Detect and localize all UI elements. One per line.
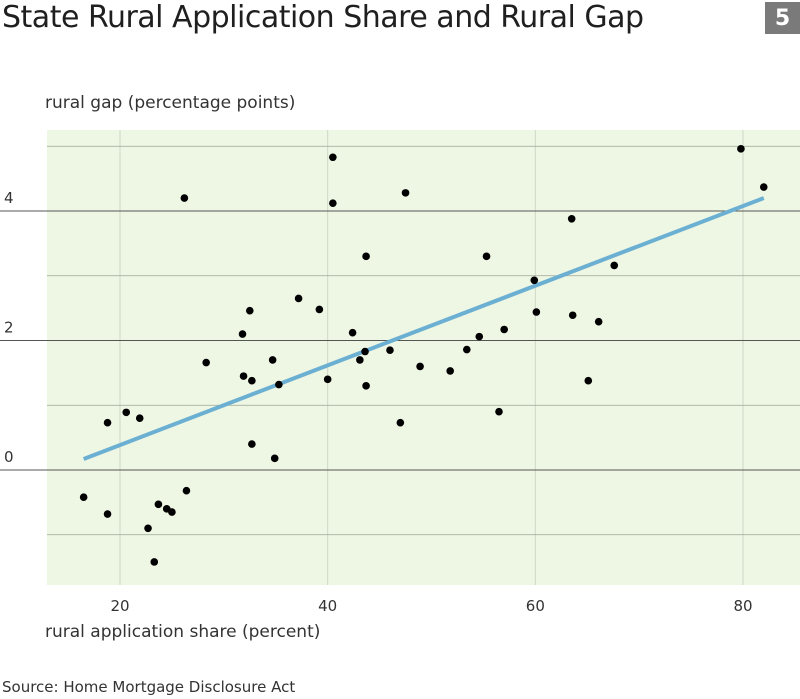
data-point xyxy=(500,325,508,334)
data-point xyxy=(79,493,88,501)
data-point xyxy=(268,356,277,364)
data-point xyxy=(182,486,191,495)
data-point xyxy=(150,558,159,566)
data-point xyxy=(248,440,256,448)
data-point xyxy=(737,145,745,153)
data-point xyxy=(401,189,410,197)
x-tick-label: 20 xyxy=(110,597,129,615)
data-point xyxy=(584,376,593,385)
data-point xyxy=(329,153,337,162)
data-point xyxy=(168,508,176,516)
data-point xyxy=(135,414,144,423)
data-point xyxy=(610,261,619,270)
figure-number-badge: 5 xyxy=(765,2,800,34)
data-point xyxy=(361,347,369,356)
data-point xyxy=(103,418,112,427)
trend-line xyxy=(82,196,765,461)
data-point xyxy=(202,358,210,367)
data-point xyxy=(362,382,370,390)
data-point xyxy=(154,500,163,509)
x-axis-label: rural application share (percent) xyxy=(45,622,321,642)
source-note: Source: Home Mortgage Disclosure Act xyxy=(2,678,296,696)
data-point xyxy=(294,294,303,303)
data-point xyxy=(144,524,152,533)
plot-area-background xyxy=(47,130,800,585)
data-point xyxy=(275,380,283,389)
data-point xyxy=(530,276,539,285)
data-point xyxy=(759,183,768,191)
data-point xyxy=(180,194,189,202)
x-tick-label: 80 xyxy=(733,597,752,615)
data-point xyxy=(568,311,577,320)
data-point xyxy=(446,367,454,375)
x-tick-label: 40 xyxy=(318,597,337,615)
data-point xyxy=(396,418,405,427)
data-point xyxy=(356,356,364,364)
data-point xyxy=(416,362,424,371)
y-tick-label: 0 xyxy=(4,448,14,466)
data-point xyxy=(329,199,337,208)
data-point xyxy=(239,372,248,380)
chart-title: State Rural Application Share and Rural … xyxy=(2,0,644,35)
data-point xyxy=(323,375,332,384)
data-point xyxy=(362,252,370,261)
data-point xyxy=(245,306,254,315)
data-point xyxy=(482,252,491,261)
tick-labels: 20 40 60 80 0 2 4 xyxy=(4,189,753,615)
data-point xyxy=(386,346,394,355)
data-point xyxy=(348,328,357,337)
data-point xyxy=(567,214,576,223)
data-point xyxy=(463,345,471,354)
y-axis-label: rural gap (percentage points) xyxy=(45,93,296,113)
y-tick-label: 2 xyxy=(4,319,14,337)
data-point xyxy=(122,408,131,417)
data-point xyxy=(475,332,484,341)
data-point xyxy=(532,308,541,316)
data-point xyxy=(103,510,112,518)
data-points xyxy=(79,145,768,566)
data-point xyxy=(495,407,503,416)
x-tick-label: 60 xyxy=(526,597,545,615)
y-tick-label: 4 xyxy=(4,189,14,207)
data-point xyxy=(238,330,247,338)
data-point xyxy=(594,317,603,326)
data-point xyxy=(248,376,256,385)
data-point xyxy=(315,305,324,314)
data-point xyxy=(270,454,279,463)
